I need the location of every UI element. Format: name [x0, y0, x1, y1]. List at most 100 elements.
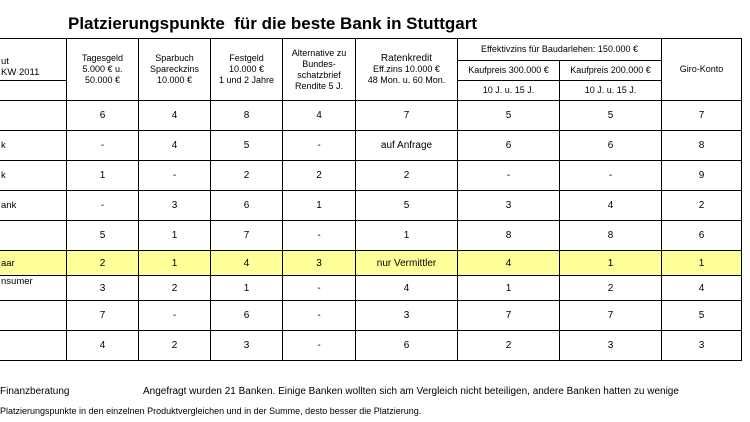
rank-cell: - — [559, 160, 662, 191]
col-header-kaufpreis-200: Kaufpreis 200.000 € — [559, 60, 662, 81]
rank-cell: auf Anfrage — [355, 130, 458, 161]
rank-cell: 2 — [138, 330, 211, 361]
bank-name-cell — [0, 220, 67, 251]
rank-cell: 1 — [66, 160, 139, 191]
rank-cell: 6 — [210, 190, 283, 221]
rank-cell: 7 — [355, 100, 458, 131]
rank-cell: 3 — [661, 330, 742, 361]
rank-cell: 4 — [355, 275, 458, 301]
page-title: Platzierungspunkte für die beste Bank in… — [68, 14, 477, 33]
rank-cell: 8 — [457, 220, 560, 251]
rank-cell: 1 — [355, 220, 458, 251]
rank-cell: 3 — [210, 330, 283, 361]
rank-cell: 1 — [282, 190, 356, 221]
col-header-sparbuch: Sparbuch Spareckzins 10.000 € — [138, 38, 211, 101]
rank-cell: 7 — [457, 300, 560, 331]
footer-line: Finanzberatung Angefragt wurden 21 Banke… — [0, 386, 750, 397]
rank-cell: 2 — [661, 190, 742, 221]
rank-cell: 3 — [282, 250, 356, 276]
institut-header: ut KW 2011 — [0, 38, 67, 81]
rank-cell: 4 — [138, 130, 211, 161]
rank-cell: 3 — [138, 190, 211, 221]
institut-header-blank — [0, 80, 67, 101]
ranking-table: ut KW 2011 Tagesgeld 5.000 € u. 50.000 € Sp… — [0, 38, 742, 361]
rank-cell: 4 — [66, 330, 139, 361]
rank-cell: 5 — [661, 300, 742, 331]
col-header-kaufpreis-300: Kaufpreis 300.000 € — [457, 60, 560, 81]
rank-cell: - — [138, 300, 211, 331]
rank-cell: 4 — [210, 250, 283, 276]
footer-left: Finanzberatung — [0, 386, 70, 397]
col-header-bundesschatzbrief: Alternative zu Bundes-schatzbrief Rendite … — [282, 38, 356, 101]
col-header-tagesgeld: Tagesgeld 5.000 € u. 50.000 € — [66, 38, 139, 101]
bank-name-cell: aar — [0, 250, 67, 276]
rank-cell: nur Vermittler — [355, 250, 458, 276]
rank-cell: 7 — [559, 300, 662, 331]
col-header-laufzeit-2: 10 J. u. 15 J. — [559, 80, 662, 101]
rank-cell: 7 — [661, 100, 742, 131]
col-header-baudarlehen: Effektivzins für Baudarlehen: 150.000 € — [457, 38, 662, 61]
rank-cell: 5 — [457, 100, 560, 131]
table-row: aar 2 1 4 3 nur Vermittler 4 1 1 — [0, 250, 742, 276]
bank-name-cell: nsumer — [0, 275, 67, 301]
bank-name-cell: k — [0, 130, 67, 161]
bank-name-cell: ank — [0, 190, 67, 221]
rank-cell: 6 — [559, 130, 662, 161]
rank-cell: 5 — [559, 100, 662, 131]
rank-cell: - — [282, 130, 356, 161]
bank-name-cell — [0, 300, 67, 331]
bank-name-cell — [0, 330, 67, 361]
rank-cell: - — [282, 220, 356, 251]
rank-cell: 5 — [66, 220, 139, 251]
col-header-giro: Giro-Konto — [661, 38, 742, 101]
rank-cell: 1 — [457, 275, 560, 301]
rank-cell: 5 — [355, 190, 458, 221]
rank-cell: 4 — [138, 100, 211, 131]
rank-cell: 2 — [457, 330, 560, 361]
rank-cell: 2 — [138, 275, 211, 301]
rank-cell: 6 — [661, 220, 742, 251]
rank-cell: 6 — [210, 300, 283, 331]
rank-cell: 1 — [138, 220, 211, 251]
footer-note: Platzierungspunkte in den einzelnen Prod… — [0, 406, 422, 416]
rank-cell: 9 — [661, 160, 742, 191]
col-header-festgeld: Festgeld 10.000 €1 und 2 Jahre — [210, 38, 283, 101]
rank-cell: 4 — [282, 100, 356, 131]
rank-cell: 3 — [457, 190, 560, 221]
table-row: k -4 5- auf Anfrage 6 6 8 — [0, 130, 742, 161]
col-header-laufzeit-1: 10 J. u. 15 J. — [457, 80, 560, 101]
rank-cell: 7 — [66, 300, 139, 331]
rank-cell: - — [282, 330, 356, 361]
rank-cell: - — [457, 160, 560, 191]
table-row: ank -3 6 1 5 3 4 2 — [0, 190, 742, 221]
rank-cell: 4 — [559, 190, 662, 221]
rank-cell: 3 — [355, 300, 458, 331]
col-header-ratenkredit: Ratenkredit Eff.zins 10.000 €48 Mon. u. 6… — [355, 38, 458, 101]
rank-cell: 8 — [210, 100, 283, 131]
rank-cell: 2 — [282, 160, 356, 191]
bank-name-cell — [0, 100, 67, 131]
rank-cell: - — [282, 300, 356, 331]
rank-cell: 1 — [559, 250, 662, 276]
rank-cell: 4 — [457, 250, 560, 276]
rank-cell: - — [282, 275, 356, 301]
rank-cell: - — [66, 190, 139, 221]
rank-cell: 5 — [210, 130, 283, 161]
rank-cell: - — [66, 130, 139, 161]
rank-cell: 1 — [138, 250, 211, 276]
rank-cell: 8 — [559, 220, 662, 251]
rank-cell: - — [138, 160, 211, 191]
rank-cell: 1 — [210, 275, 283, 301]
table-row: nsumer 3 2 1-4 1 2 4 — [0, 275, 742, 301]
rank-cell: 2 — [355, 160, 458, 191]
rank-cell: 8 — [661, 130, 742, 161]
footer-right: Angefragt wurden 21 Banken. Einige Banke… — [143, 386, 679, 397]
rank-cell: 2 — [66, 250, 139, 276]
rank-cell: 1 — [661, 250, 742, 276]
rank-cell: 3 — [66, 275, 139, 301]
